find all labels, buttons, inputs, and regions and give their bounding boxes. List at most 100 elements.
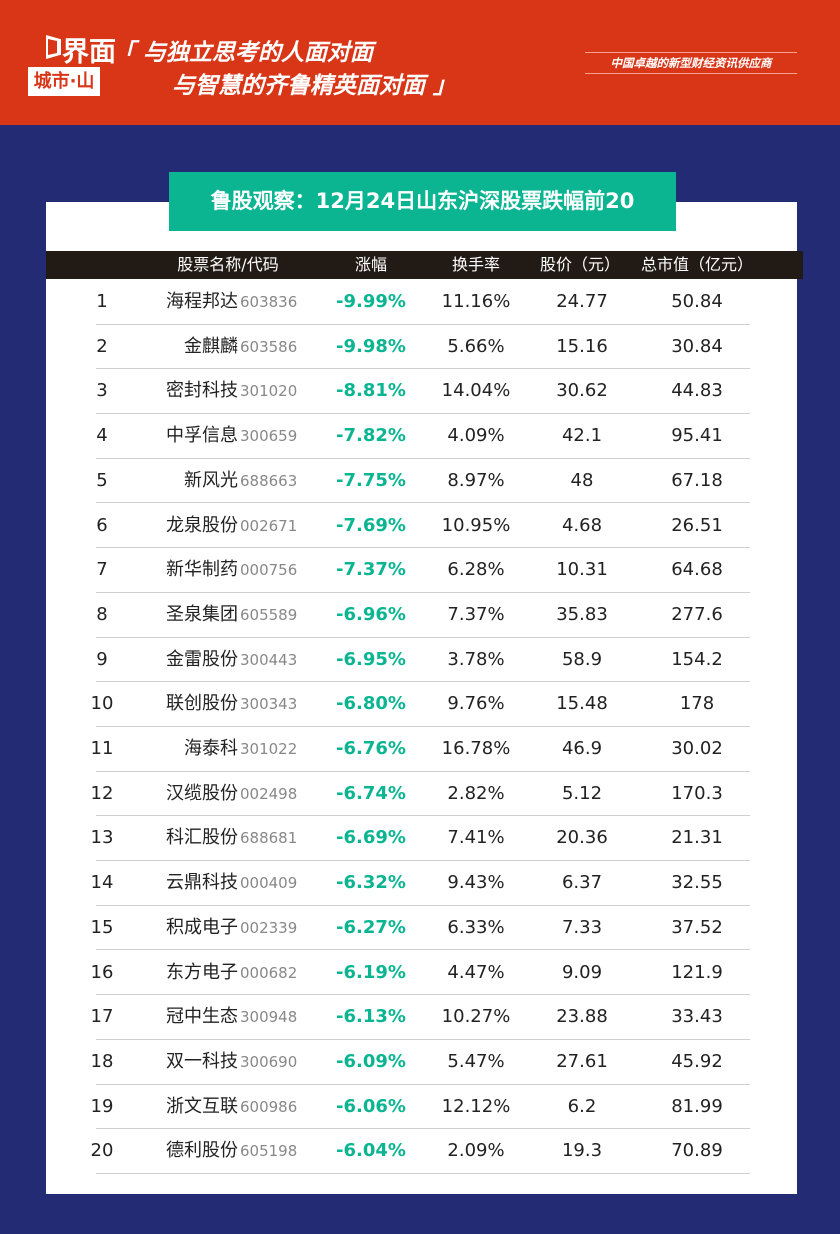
cell-code: 605589 [240,605,298,624]
cell-name: 新华制药 [166,559,238,581]
table-row: 8 圣泉集团 605589 -6.96% 7.37% 35.83 277.6 [0,593,840,638]
cell-name: 积成电子 [166,916,238,938]
cell-code: 688663 [240,471,298,490]
cell-change: -7.37% [336,559,406,581]
cell-cap: 37.52 [671,916,723,938]
cell-price: 27.61 [556,1050,608,1072]
cell-rank: 7 [96,559,108,581]
cell-change: -6.06% [336,1095,406,1117]
cell-rank: 13 [90,827,114,849]
cell-price: 10.31 [556,559,608,581]
cell-turnover: 10.95% [441,514,511,536]
cell-turnover: 16.78% [441,738,511,759]
cell-turnover: 9.76% [447,693,505,715]
cell-rank: 2 [96,335,108,357]
cell-rank: 17 [90,1006,114,1028]
slogan-line-2: 与智慧的齐鲁精英面对面 」 [172,73,457,99]
cell-rank: 11 [90,738,114,759]
cell-code: 605198 [240,1142,298,1161]
cell-code: 300443 [240,650,298,669]
cell-turnover: 7.37% [447,603,505,625]
cell-price: 20.36 [556,827,608,849]
cell-cap: 95.41 [671,425,723,447]
cell-rank: 1 [96,291,108,312]
cell-price: 7.33 [561,916,603,938]
cell-cap: 32.55 [671,872,723,894]
cell-change: -6.76% [336,738,406,759]
jiemian-logo-icon [46,35,61,59]
cell-name: 金麒麟 [184,335,238,357]
cell-price: 24.77 [556,291,608,312]
cell-code: 002498 [240,784,298,803]
cell-change: -6.95% [336,648,406,670]
cell-cap: 50.84 [671,291,723,312]
cell-cap: 33.43 [671,1006,723,1028]
cell-change: -6.19% [336,961,406,983]
col-cap: 总市值（亿元） [640,255,753,274]
cell-price: 42.1 [561,425,603,447]
cell-turnover: 6.33% [447,916,505,938]
cell-change: -7.75% [336,469,406,491]
table-header: 股票名称/代码 涨幅 换手率 股价（元） 总市值（亿元） [46,251,803,279]
cell-name: 龙泉股份 [166,514,238,536]
cell-rank: 19 [90,1095,114,1117]
cell-name: 东方电子 [166,961,238,983]
table-row: 13 科汇股份 688681 -6.69% 7.41% 20.36 21.31 [0,816,840,861]
table-row: 17 冠中生态 300948 -6.13% 10.27% 23.88 33.43 [0,995,840,1040]
cell-rank: 20 [90,1140,114,1162]
cell-code: 603836 [240,293,298,311]
city-label: 城市·山东 [28,67,100,121]
cell-change: -7.69% [336,514,406,536]
table-row: 2 金麒麟 603586 -9.98% 5.66% 15.16 30.84 [0,325,840,370]
table-row: 20 德利股份 605198 -6.04% 2.09% 19.3 70.89 [0,1129,840,1174]
cell-code: 300659 [240,427,298,446]
table-row: 15 积成电子 002339 -6.27% 6.33% 7.33 37.52 [0,906,840,951]
table-row: 18 双一科技 300690 -6.09% 5.47% 27.61 45.92 [0,1040,840,1085]
page-title: 鲁股观察：12月24日山东沪深股票跌幅前20 [169,172,676,231]
cell-turnover: 5.66% [447,335,505,357]
cell-turnover: 9.43% [447,872,505,894]
cell-rank: 10 [90,693,114,715]
cell-cap: 26.51 [671,514,723,536]
cell-change: -6.13% [336,1006,406,1028]
cell-name: 联创股份 [166,693,238,715]
table-row: 5 新风光 688663 -7.75% 8.97% 48 67.18 [0,459,840,504]
table-row: 11 海泰科 301022 -6.76% 16.78% 46.9 30.02 [0,727,840,772]
cell-price: 58.9 [561,648,603,670]
col-name: 股票名称/代码 [177,255,279,274]
cell-name: 金雷股份 [166,648,238,670]
cell-cap: 30.02 [671,738,723,759]
table-row: 19 浙文互联 600986 -6.06% 12.12% 6.2 81.99 [0,1085,840,1130]
cell-code: 300690 [240,1052,298,1071]
cell-code: 300343 [240,695,298,714]
header-banner: 界面 城市·山东 「 与独立思考的人面对面 与智慧的齐鲁精英面对面 」 中国卓越… [0,0,840,125]
cell-price: 15.48 [556,693,608,715]
cell-change: -6.80% [336,693,406,715]
cell-rank: 14 [90,872,114,894]
cell-name: 德利股份 [166,1140,238,1162]
cell-code: 300948 [240,1008,298,1027]
cell-rank: 3 [96,380,108,402]
cell-code: 603586 [240,337,298,356]
cell-cap: 64.68 [671,559,723,581]
table-row: 3 密封科技 301020 -8.81% 14.04% 30.62 44.83 [0,369,840,414]
cell-price: 4.68 [561,514,603,536]
col-change: 涨幅 [354,255,387,274]
cell-cap: 70.89 [671,1140,723,1162]
cell-cap: 81.99 [671,1095,723,1117]
cell-cap: 277.6 [671,603,723,625]
table-row: 4 中孚信息 300659 -7.82% 4.09% 42.1 95.41 [0,414,840,459]
cell-cap: 154.2 [671,648,723,670]
col-turnover: 换手率 [451,255,500,274]
cell-change: -6.69% [336,827,406,849]
cell-turnover: 2.82% [447,782,505,804]
table-row: 1 海程邦达 603836 -9.99% 11.16% 24.77 50.84 [0,280,840,325]
cell-code: 000756 [240,561,298,580]
cell-code: 000682 [240,963,298,982]
table-row: 12 汉缆股份 002498 -6.74% 2.82% 5.12 170.3 [0,772,840,817]
cell-rank: 4 [96,425,108,447]
table-row: 6 龙泉股份 002671 -7.69% 10.95% 4.68 26.51 [0,504,840,549]
cell-code: 002671 [240,516,298,535]
cell-change: -9.98% [336,335,406,357]
cell-turnover: 11.16% [441,291,511,312]
